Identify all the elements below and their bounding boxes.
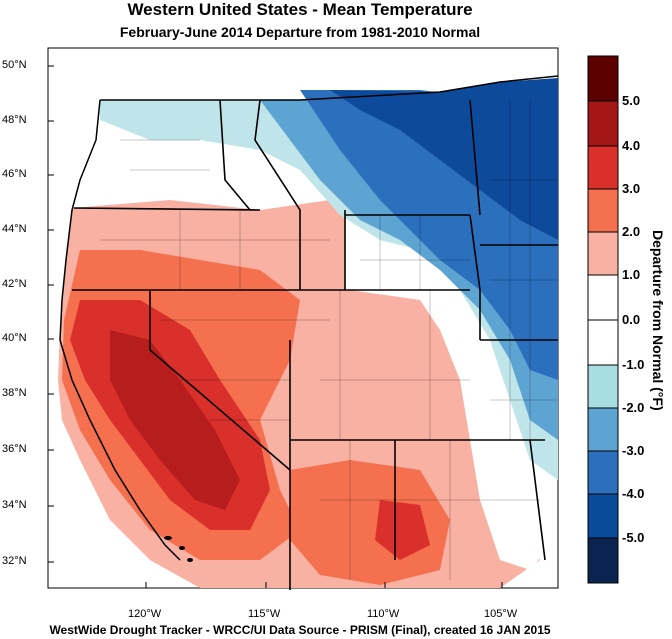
lon-label-110: 110°W [367,608,400,620]
colorbar-label-neg4: -4.0 [622,486,645,501]
lat-label-32: 32°N [2,555,27,567]
lat-label-44: 44°N [2,223,27,235]
colorbar-label-neg3: -3.0 [622,443,645,458]
canada-border [100,75,559,101]
anomaly-region-warm-pocket [375,500,430,560]
anomaly-region-cool-strong [330,78,558,240]
lat-label-50: 50°N [2,59,27,71]
colorbar-label-neg1: -1.0 [622,357,645,372]
anomaly-region-cool-light [260,100,558,440]
colorbar [587,55,619,584]
anomaly-region-warm-deep [110,330,240,510]
lat-label-48: 48°N [2,114,27,126]
credit-line: WestWide Drought Tracker - WRCC/UI Data … [49,623,551,637]
colorbar-label-1: 1.0 [622,267,641,282]
lat-label-34: 34°N [2,499,27,511]
colorbar-title: Departure from Normal (°F) [650,230,666,411]
colorbar-label-4: 4.0 [622,138,641,153]
lon-label-120: 120°W [128,608,162,620]
state-boundaries [72,99,558,590]
colorbar-label-5: 5.0 [622,93,641,108]
lat-ticks [48,65,54,563]
lat-label-36: 36°N [2,443,27,455]
lon-label-115: 115°W [248,608,281,620]
colorbar-label-neg2: -2.0 [622,400,645,415]
lat-label-46: 46°N [2,168,27,180]
lat-label-42: 42°N [2,278,27,290]
colorbar-label-3: 3.0 [622,181,641,196]
map-title: Western United States - Mean Temperature [127,0,473,19]
channel-islands [164,536,193,562]
lat-label-38: 38°N [2,387,27,399]
lon-label-105: 105°W [484,608,518,620]
county-boundaries [100,100,558,580]
lat-label-40: 40°N [2,332,27,344]
lon-ticks [145,582,503,588]
map-subtitle: February-June 2014 Departure from 1981-2… [119,24,481,40]
anomaly-region-neutral [345,215,555,570]
colorbar-label-2: 2.0 [622,224,641,239]
colorbar-label-neg5: -5.0 [622,530,645,545]
colorbar-label-0: 0.0 [622,312,641,327]
coastline [59,99,181,561]
